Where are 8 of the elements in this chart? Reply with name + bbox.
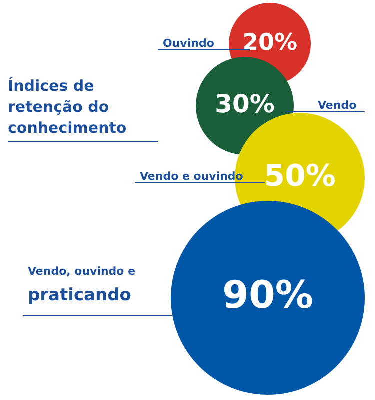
category-label: Ouvindo [163,36,215,50]
text: Índices de retenção do conhecimento [8,76,158,142]
data-label: 50% [264,158,336,194]
category-label: Vendo [318,98,358,112]
data-label: 90% [222,272,314,317]
data-label: 30% [215,90,275,118]
data-label: 20% [242,30,298,56]
category-label: Vendo, ouvindo e praticando [28,264,136,306]
